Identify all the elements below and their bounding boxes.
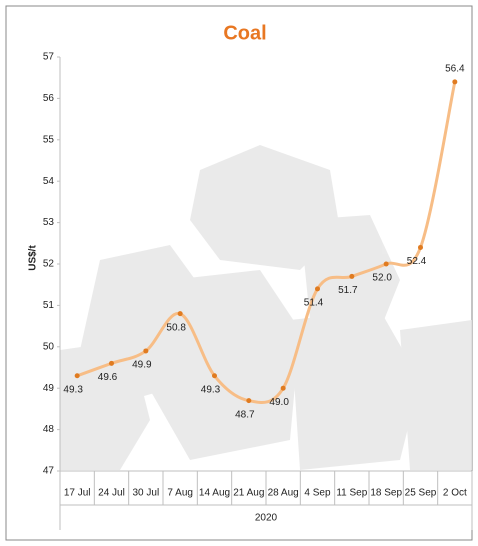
data-point — [143, 348, 149, 354]
data-label: 50.8 — [166, 322, 186, 333]
x-tick-label: 18 Sep — [370, 488, 402, 499]
x-tick-label: 2 Oct — [443, 488, 467, 499]
x-tick-label: 7 Aug — [167, 488, 193, 499]
data-point — [177, 311, 183, 317]
y-tick-label: 49 — [43, 383, 55, 394]
data-label: 49.0 — [269, 397, 289, 408]
x-tick-label: 25 Sep — [405, 488, 437, 499]
data-point — [212, 373, 217, 379]
y-tick-label: 54 — [43, 176, 55, 187]
y-tick-label: 52 — [43, 259, 55, 270]
x-tick-label: 21 Aug — [233, 488, 264, 499]
data-point — [74, 373, 80, 379]
data-point — [349, 273, 355, 279]
y-tick-label: 50 — [43, 341, 55, 352]
data-label: 52.0 — [372, 273, 392, 284]
x-tick-label: 11 Sep — [336, 488, 367, 499]
data-label: 56.4 — [445, 63, 465, 74]
x-tick-label: 4 Sep — [304, 488, 331, 499]
x-group-label: 2020 — [255, 513, 278, 524]
chart-title: Coal — [223, 22, 266, 44]
data-label: 49.6 — [98, 372, 118, 383]
y-axis-label: US$/t — [28, 245, 39, 271]
data-point — [280, 385, 286, 391]
x-tick-label: 14 Aug — [199, 488, 230, 499]
y-tick-label: 51 — [43, 300, 55, 311]
data-label: 49.9 — [132, 360, 152, 371]
data-point — [452, 79, 458, 85]
data-point — [418, 244, 423, 250]
background-image — [60, 145, 472, 470]
x-tick-label: 28 Aug — [268, 488, 299, 499]
data-label: 52.4 — [407, 256, 427, 267]
data-label: 49.3 — [201, 384, 221, 395]
y-tick-label: 57 — [43, 52, 55, 63]
data-label: 51.7 — [338, 285, 358, 296]
x-tick-label: 24 Jul — [98, 488, 125, 499]
y-tick-label: 55 — [43, 134, 55, 145]
data-point — [109, 360, 114, 366]
data-point — [315, 286, 320, 292]
data-point — [383, 261, 389, 267]
x-tick-label: 17 Jul — [64, 488, 91, 499]
data-label: 48.7 — [235, 409, 255, 420]
y-tick-label: 48 — [43, 424, 55, 435]
data-label: 51.4 — [304, 297, 324, 308]
data-point — [246, 398, 252, 404]
y-tick-label: 56 — [43, 93, 55, 104]
y-tick-label: 53 — [43, 217, 55, 228]
y-tick-label: 47 — [43, 466, 55, 477]
x-tick-label: 30 Jul — [132, 488, 159, 499]
data-label: 49.3 — [63, 384, 83, 395]
